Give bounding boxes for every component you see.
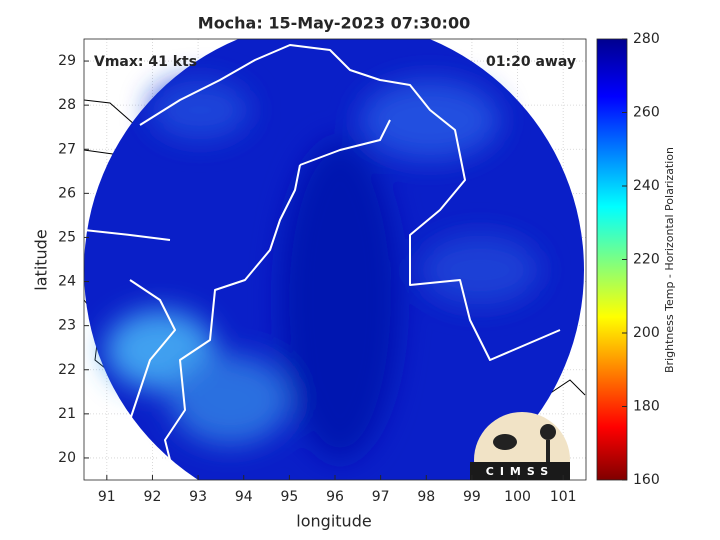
colorbar-label: Brightness Temp - Horizontal Polarizatio…: [663, 147, 676, 373]
x-tick-label: 97: [372, 489, 390, 505]
y-tick-label: 24: [58, 274, 76, 290]
x-tick-label: 96: [326, 489, 344, 505]
colorbar-tick-label: 260: [633, 105, 660, 121]
x-tick-label: 93: [189, 489, 207, 505]
y-tick-label: 29: [58, 53, 76, 69]
y-tick-label: 20: [58, 450, 76, 466]
y-tick-label: 28: [58, 97, 76, 113]
y-tick-label: 27: [58, 141, 76, 157]
chart-title: Mocha: 15-May-2023 07:30:00: [198, 14, 470, 33]
y-tick-label: 25: [58, 229, 76, 245]
colorbar-tick-label: 280: [633, 31, 660, 47]
coastline: [84, 44, 561, 480]
y-tick-label: 23: [58, 318, 76, 334]
annotation: Vmax: 41 kts: [94, 54, 197, 70]
warm-patches: [105, 80, 540, 460]
y-tick-label: 21: [58, 406, 76, 422]
annotation: 01:20 away: [486, 54, 576, 70]
x-tick-label: 100: [504, 489, 531, 505]
swath: [84, 39, 586, 480]
logo-text: CIMSS: [486, 465, 554, 478]
x-tick-label: 99: [463, 489, 481, 505]
colorbar-tick-label: 180: [633, 399, 660, 415]
x-tick-label: 95: [280, 489, 298, 505]
colorbar-tick-label: 160: [633, 472, 660, 488]
x-tick-label: 91: [98, 489, 116, 505]
x-tick-label: 94: [235, 489, 253, 505]
x-tick-label: 101: [550, 489, 577, 505]
x-tick-label: 98: [417, 489, 435, 505]
colorbar-tick-label: 200: [633, 325, 660, 341]
y-axis-label: latitude: [32, 229, 51, 290]
x-tick-label: 92: [144, 489, 162, 505]
y-tick-label: 22: [58, 362, 76, 378]
logo: CIMSS: [470, 412, 570, 480]
y-tick-label: 26: [58, 185, 76, 201]
colorbar-tick-label: 220: [633, 252, 660, 268]
x-axis-label: longitude: [296, 512, 371, 531]
colorbar-tick-label: 240: [633, 178, 660, 194]
